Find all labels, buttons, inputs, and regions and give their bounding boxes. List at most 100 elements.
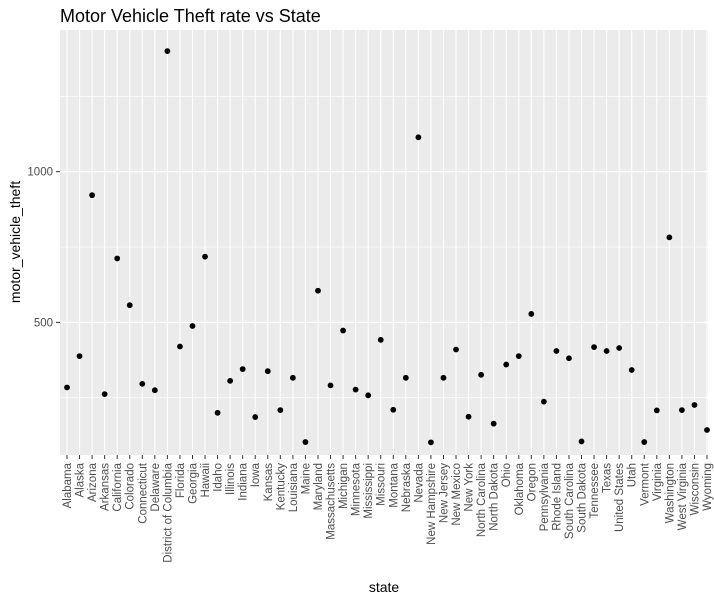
point-48 <box>666 234 673 241</box>
point-38 <box>540 398 547 405</box>
point-0 <box>64 384 70 391</box>
point-13 <box>227 377 234 384</box>
x-tick-label-20: Maryland <box>313 463 325 510</box>
point-43 <box>603 348 610 354</box>
data-points <box>64 48 710 446</box>
x-tick-label-33: North Carolina <box>476 462 488 537</box>
x-axis: Alabama Alaska Arizona Arkansas California Co… <box>62 455 714 563</box>
grid-minor <box>60 96 708 399</box>
point-34 <box>490 420 497 427</box>
x-tick-label-5: Colorado <box>125 463 137 510</box>
x-tick-label-35: Ohio <box>501 463 513 487</box>
point-33 <box>478 371 485 378</box>
point-17 <box>277 407 284 413</box>
point-46 <box>641 439 648 445</box>
point-25 <box>377 336 384 343</box>
x-tick-label-37: Oregon <box>526 463 538 501</box>
x-tick-label-10: Georgia <box>187 462 199 504</box>
point-10 <box>189 323 196 329</box>
x-tick-label-4: California <box>112 462 124 511</box>
x-tick-label-44: United States <box>614 463 626 532</box>
x-tick-label-34: North Dakota <box>489 462 501 530</box>
x-tick-label-25: Missouri <box>376 463 388 506</box>
point-11 <box>202 253 208 260</box>
point-31 <box>453 346 459 353</box>
x-tick-label-45: Utah <box>627 463 639 487</box>
x-tick-label-42: Tennessee <box>589 463 601 519</box>
x-tick-label-12: Idaho <box>213 463 225 492</box>
x-tick-label-3: Arkansas <box>100 463 112 511</box>
point-4 <box>114 255 121 262</box>
x-tick-label-51: Wyoming <box>702 463 714 511</box>
y-axis-title: motor_vehicle_theft <box>7 181 23 303</box>
point-30 <box>440 374 447 381</box>
x-tick-label-49: West Virginia <box>677 462 689 530</box>
y-axis: 500 1000 <box>27 167 60 329</box>
point-29 <box>428 439 434 446</box>
x-tick-label-22: Michigan <box>338 463 350 509</box>
x-tick-label-28: Nevada <box>413 462 425 502</box>
point-16 <box>264 368 271 375</box>
point-28 <box>415 134 422 141</box>
point-24 <box>365 392 372 399</box>
point-12 <box>214 409 221 416</box>
y-tick-label-0: 500 <box>34 317 53 329</box>
x-tick-label-15: Iowa <box>250 462 262 487</box>
x-tick-label-38: Pennsylvania <box>539 462 551 531</box>
x-axis-title: state <box>369 579 400 595</box>
point-19 <box>302 439 309 445</box>
point-36 <box>515 353 522 360</box>
x-tick-label-29: New Hampshire <box>426 463 438 545</box>
x-tick-label-7: Delaware <box>150 463 162 512</box>
x-tick-label-39: Rhode Island <box>551 463 563 531</box>
point-8 <box>164 48 171 54</box>
point-32 <box>465 413 472 420</box>
x-tick-label-36: Oklahoma <box>514 462 526 515</box>
x-tick-label-18: Louisiana <box>288 462 300 512</box>
x-tick-label-23: Minnesota <box>351 462 363 516</box>
point-15 <box>252 414 259 420</box>
x-tick-label-14: Indiana <box>238 462 250 500</box>
x-tick-label-13: Illinois <box>225 463 237 495</box>
x-tick-label-6: Connecticut <box>137 462 149 524</box>
x-tick-label-32: New York <box>464 463 476 512</box>
x-tick-label-19: Maine <box>300 463 312 494</box>
x-tick-label-11: Hawaii <box>200 463 212 498</box>
x-tick-label-24: Mississippi <box>363 463 375 519</box>
x-tick-label-21: Massachusetts <box>326 463 338 540</box>
point-2 <box>89 192 95 199</box>
point-40 <box>566 355 572 362</box>
point-51 <box>704 427 710 433</box>
x-tick-label-1: Alaska <box>75 462 87 497</box>
point-26 <box>390 406 397 413</box>
x-tick-label-30: New Jersey <box>438 463 450 523</box>
x-tick-label-26: Montana <box>388 462 400 507</box>
point-14 <box>239 366 246 372</box>
x-tick-label-2: Arizona <box>87 462 99 502</box>
x-tick-label-43: Texas <box>602 463 614 493</box>
point-39 <box>553 348 560 354</box>
x-tick-label-9: Florida <box>175 462 187 498</box>
y-tick-label-1: 1000 <box>27 167 53 179</box>
point-27 <box>402 374 409 381</box>
point-44 <box>616 345 623 351</box>
point-20 <box>315 287 321 294</box>
x-tick-label-48: Washington <box>664 463 676 523</box>
point-23 <box>352 386 359 393</box>
point-42 <box>591 344 597 350</box>
x-tick-label-41: South Dakota <box>577 462 589 532</box>
point-9 <box>177 343 183 350</box>
x-tick-label-47: Virginia <box>652 462 664 501</box>
x-tick-label-17: Kentucky <box>275 463 287 511</box>
x-tick-label-0: Alabama <box>62 462 74 508</box>
point-37 <box>528 311 535 317</box>
point-1 <box>76 353 83 360</box>
point-3 <box>101 391 108 398</box>
grid-major <box>60 30 708 455</box>
point-47 <box>653 407 660 414</box>
plot-panel <box>60 30 708 455</box>
point-35 <box>503 361 510 368</box>
x-tick-label-50: Wisconsin <box>689 463 701 515</box>
point-7 <box>151 387 158 394</box>
